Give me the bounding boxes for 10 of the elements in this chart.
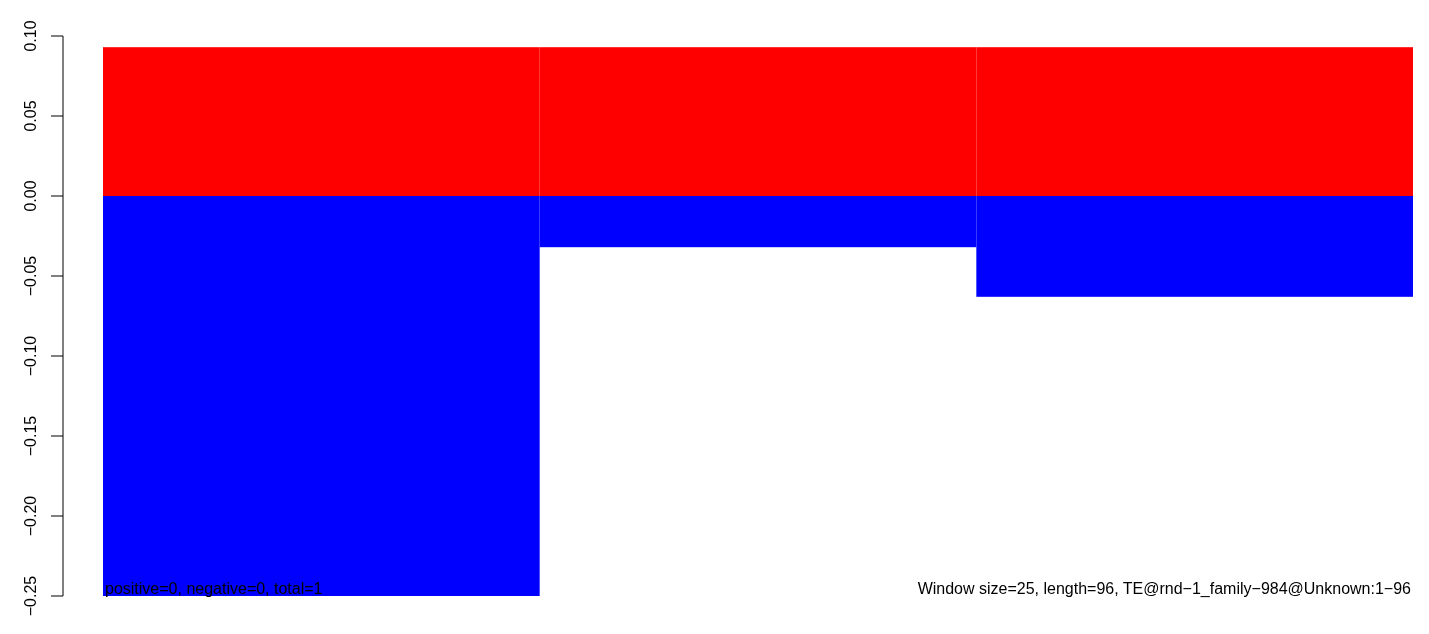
- y-tick-label: 0.10: [22, 20, 40, 52]
- y-tick-label: −0.20: [22, 495, 40, 537]
- y-tick-label: 0.00: [22, 180, 40, 212]
- annotation: positive=0, negative=0, total=1: [105, 580, 323, 597]
- y-tick-label: −0.10: [22, 335, 40, 377]
- y-tick-label: −0.05: [22, 255, 40, 297]
- y-tick-label: −0.25: [22, 575, 40, 617]
- y-tick-label: −0.15: [22, 415, 40, 457]
- y-tick-label: 0.05: [22, 100, 40, 132]
- annotation: Window size=25, length=96, TE@rnd−1_family−984@Unknown:1−96: [917, 580, 1412, 598]
